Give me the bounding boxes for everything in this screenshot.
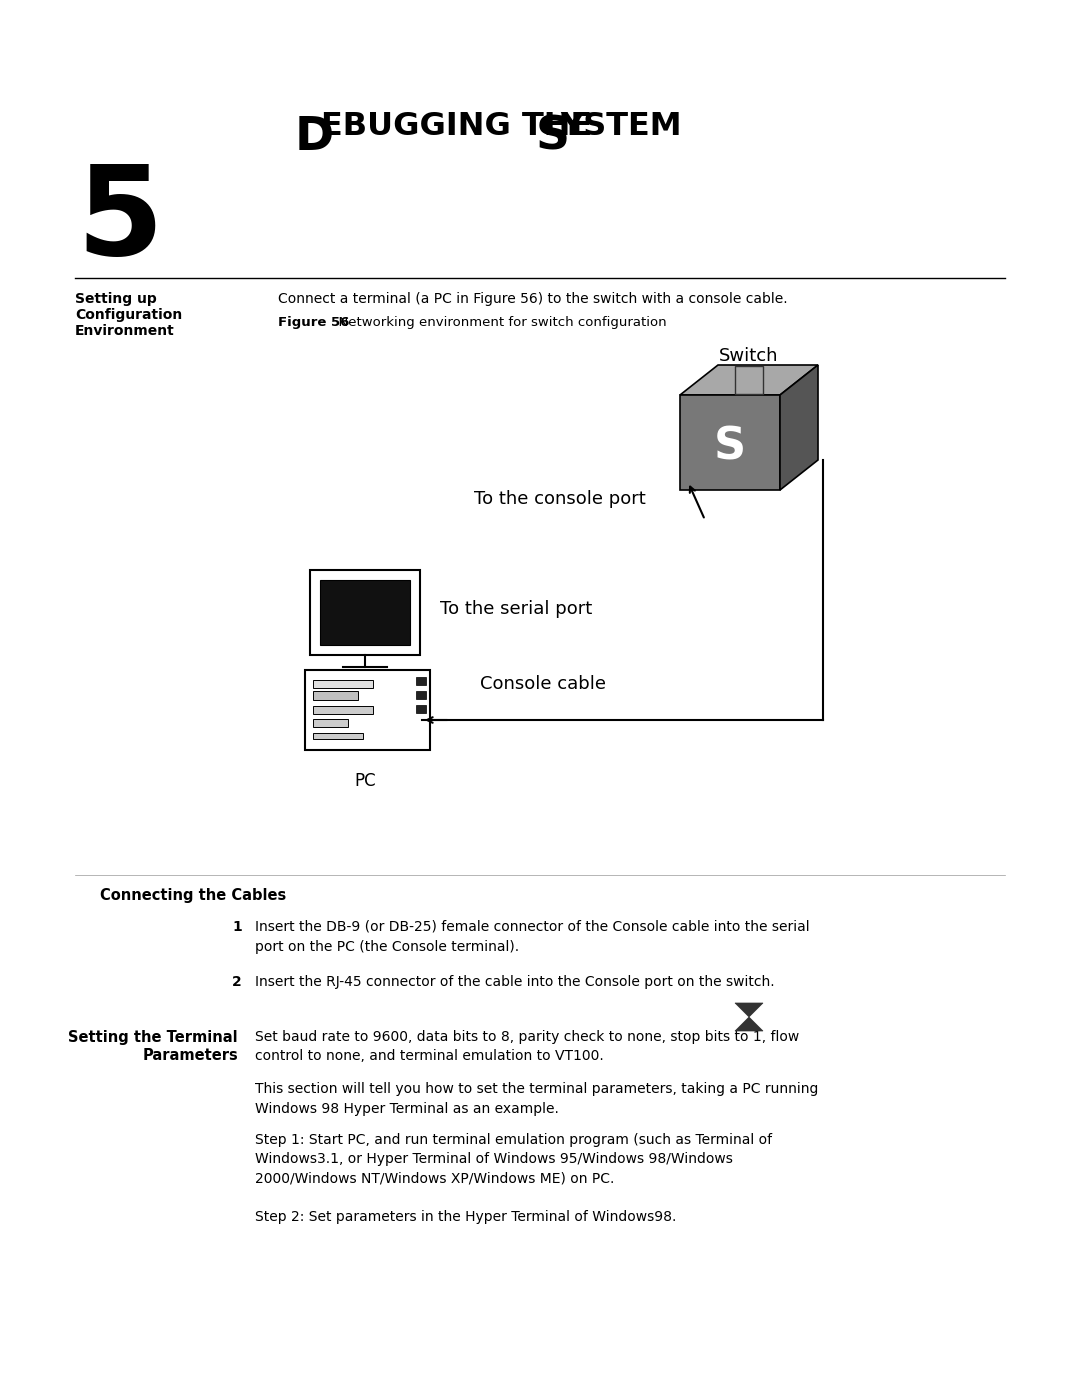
Bar bbox=[313, 692, 357, 700]
Text: Step 2: Set parameters in the Hyper Terminal of Windows98.: Step 2: Set parameters in the Hyper Term… bbox=[255, 1210, 676, 1224]
Text: This section will tell you how to set the terminal parameters, taking a PC runni: This section will tell you how to set th… bbox=[255, 1083, 819, 1115]
Bar bbox=[313, 680, 373, 687]
Bar bbox=[313, 733, 363, 739]
Bar bbox=[735, 366, 762, 394]
Bar bbox=[310, 570, 420, 655]
Text: S: S bbox=[714, 426, 746, 468]
Bar bbox=[305, 671, 430, 750]
Text: Insert the DB-9 (or DB-25) female connector of the Console cable into the serial: Insert the DB-9 (or DB-25) female connec… bbox=[255, 921, 810, 954]
Polygon shape bbox=[735, 1017, 762, 1031]
Text: YSTEM: YSTEM bbox=[561, 110, 681, 142]
Text: S: S bbox=[536, 115, 570, 161]
Text: Networking environment for switch configuration: Networking environment for switch config… bbox=[330, 316, 666, 330]
Text: 1: 1 bbox=[232, 921, 242, 935]
Polygon shape bbox=[680, 395, 780, 490]
Bar bbox=[416, 705, 426, 712]
Text: Configuration: Configuration bbox=[75, 307, 183, 321]
Text: Console cable: Console cable bbox=[480, 675, 606, 693]
Text: EBUGGING THE: EBUGGING THE bbox=[321, 110, 604, 142]
Text: To the serial port: To the serial port bbox=[440, 599, 592, 617]
Text: Setting up: Setting up bbox=[75, 292, 157, 306]
Text: Set baud rate to 9600, data bits to 8, parity check to none, stop bits to 1, flo: Set baud rate to 9600, data bits to 8, p… bbox=[255, 1030, 799, 1063]
Bar bbox=[313, 705, 373, 714]
Text: Connect a terminal (a PC in Figure 56) to the switch with a console cable.: Connect a terminal (a PC in Figure 56) t… bbox=[278, 292, 787, 306]
Text: Parameters: Parameters bbox=[143, 1048, 238, 1063]
Text: Switch: Switch bbox=[719, 346, 779, 365]
Text: 5: 5 bbox=[77, 161, 163, 281]
Text: Connecting the Cables: Connecting the Cables bbox=[100, 888, 286, 902]
Text: D: D bbox=[295, 115, 334, 161]
Bar bbox=[320, 580, 410, 645]
Polygon shape bbox=[735, 1003, 762, 1017]
Text: Step 1: Start PC, and run terminal emulation program (such as Terminal of
Window: Step 1: Start PC, and run terminal emula… bbox=[255, 1133, 772, 1186]
Text: Insert the RJ-45 connector of the cable into the Console port on the switch.: Insert the RJ-45 connector of the cable … bbox=[255, 975, 774, 989]
Text: 2: 2 bbox=[232, 975, 242, 989]
Text: To the console port: To the console port bbox=[474, 490, 646, 509]
Bar bbox=[416, 678, 426, 685]
Text: Figure 56: Figure 56 bbox=[278, 316, 349, 330]
Text: Setting the Terminal: Setting the Terminal bbox=[68, 1030, 238, 1045]
Bar bbox=[313, 719, 348, 726]
Text: PC: PC bbox=[354, 773, 376, 789]
Text: Environment: Environment bbox=[75, 324, 175, 338]
Polygon shape bbox=[680, 365, 818, 395]
Bar bbox=[416, 692, 426, 698]
Polygon shape bbox=[780, 365, 818, 490]
